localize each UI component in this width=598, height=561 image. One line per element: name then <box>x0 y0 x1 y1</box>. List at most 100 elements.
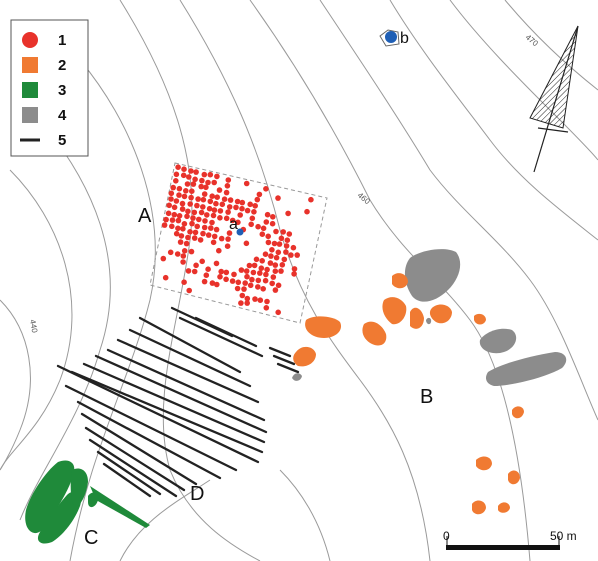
red-point <box>257 297 264 304</box>
red-point <box>183 240 190 247</box>
red-point <box>234 198 241 205</box>
red-point <box>244 207 251 214</box>
orange-feature <box>429 304 452 324</box>
linear-feature <box>76 400 222 480</box>
red-point <box>213 260 220 267</box>
red-point <box>263 186 269 192</box>
red-point <box>290 244 297 251</box>
red-point <box>267 260 274 266</box>
red-point <box>216 187 223 193</box>
linear-feature <box>96 450 162 496</box>
red-point <box>269 220 276 227</box>
red-point <box>169 217 176 223</box>
red-point <box>210 239 217 246</box>
contour-label-460: 460 <box>356 191 372 207</box>
red-point <box>180 253 187 259</box>
red-point <box>168 196 174 202</box>
linear-feature <box>194 316 258 348</box>
linear-feature <box>128 328 252 388</box>
orange-feature <box>498 502 510 513</box>
linear-feature <box>64 384 238 472</box>
red-point <box>231 271 237 278</box>
red-point <box>239 292 246 299</box>
red-point <box>181 279 187 286</box>
red-point <box>185 234 191 241</box>
red-point <box>234 285 241 292</box>
red-point <box>185 208 191 215</box>
red-point <box>203 184 209 191</box>
red-point <box>225 236 231 242</box>
orange-feature <box>474 313 486 325</box>
red-point <box>202 218 208 224</box>
red-point <box>181 248 188 254</box>
red-point <box>241 286 247 292</box>
red-point <box>308 196 314 203</box>
red-point <box>187 229 193 235</box>
red-point <box>264 298 270 305</box>
red-point <box>227 197 234 203</box>
linear-feature <box>116 338 260 404</box>
red-point <box>163 216 169 223</box>
red-point <box>209 193 215 199</box>
red-point <box>171 211 178 218</box>
red-point <box>188 194 194 201</box>
red-point <box>191 268 198 275</box>
red-point <box>269 247 275 253</box>
red-point <box>279 262 286 268</box>
red-point <box>218 268 224 275</box>
red-point <box>270 274 277 280</box>
red-point <box>224 243 231 249</box>
red-point <box>200 230 206 237</box>
red-point <box>223 189 230 196</box>
red-point-cluster <box>160 164 314 316</box>
red-point <box>225 177 232 183</box>
red-point <box>218 235 225 242</box>
red-point <box>203 272 210 279</box>
red-point <box>191 235 198 241</box>
red-point <box>275 195 281 201</box>
linear-feature <box>276 362 300 374</box>
red-point <box>189 220 195 227</box>
red-point <box>175 164 181 170</box>
linear-feature <box>56 364 260 464</box>
red-point <box>244 273 250 280</box>
red-point <box>291 271 297 277</box>
red-point <box>243 180 250 187</box>
red-point <box>239 205 245 212</box>
red-point <box>167 249 174 256</box>
linear-features-d <box>56 306 268 498</box>
zone-label-b: B <box>420 386 433 408</box>
red-point <box>272 262 279 268</box>
green-feature <box>37 491 82 544</box>
scale-end-label: 50 m <box>550 529 577 543</box>
red-point <box>180 172 187 179</box>
red-point <box>223 215 230 222</box>
red-point <box>176 213 183 219</box>
red-point <box>291 266 298 272</box>
red-point <box>211 207 218 213</box>
red-point <box>217 274 223 280</box>
red-point <box>252 203 258 209</box>
red-point <box>223 276 229 283</box>
green-feature <box>90 486 150 528</box>
red-point <box>166 202 172 209</box>
red-point <box>243 240 250 247</box>
orange-feature <box>293 346 316 367</box>
red-point <box>233 204 239 211</box>
gray-feature <box>486 352 567 386</box>
red-point <box>214 194 220 200</box>
red-point <box>237 212 243 218</box>
red-point <box>258 265 265 272</box>
red-point <box>224 183 231 189</box>
orange-features <box>293 273 524 515</box>
red-point <box>251 262 258 269</box>
point-label-a: a <box>229 216 238 233</box>
red-point <box>181 193 188 200</box>
red-point <box>251 209 257 215</box>
red-point <box>205 266 211 273</box>
red-point <box>200 196 207 203</box>
red-point <box>210 212 217 219</box>
green-feature <box>70 468 88 507</box>
red-point <box>216 247 222 254</box>
red-point <box>201 224 208 231</box>
